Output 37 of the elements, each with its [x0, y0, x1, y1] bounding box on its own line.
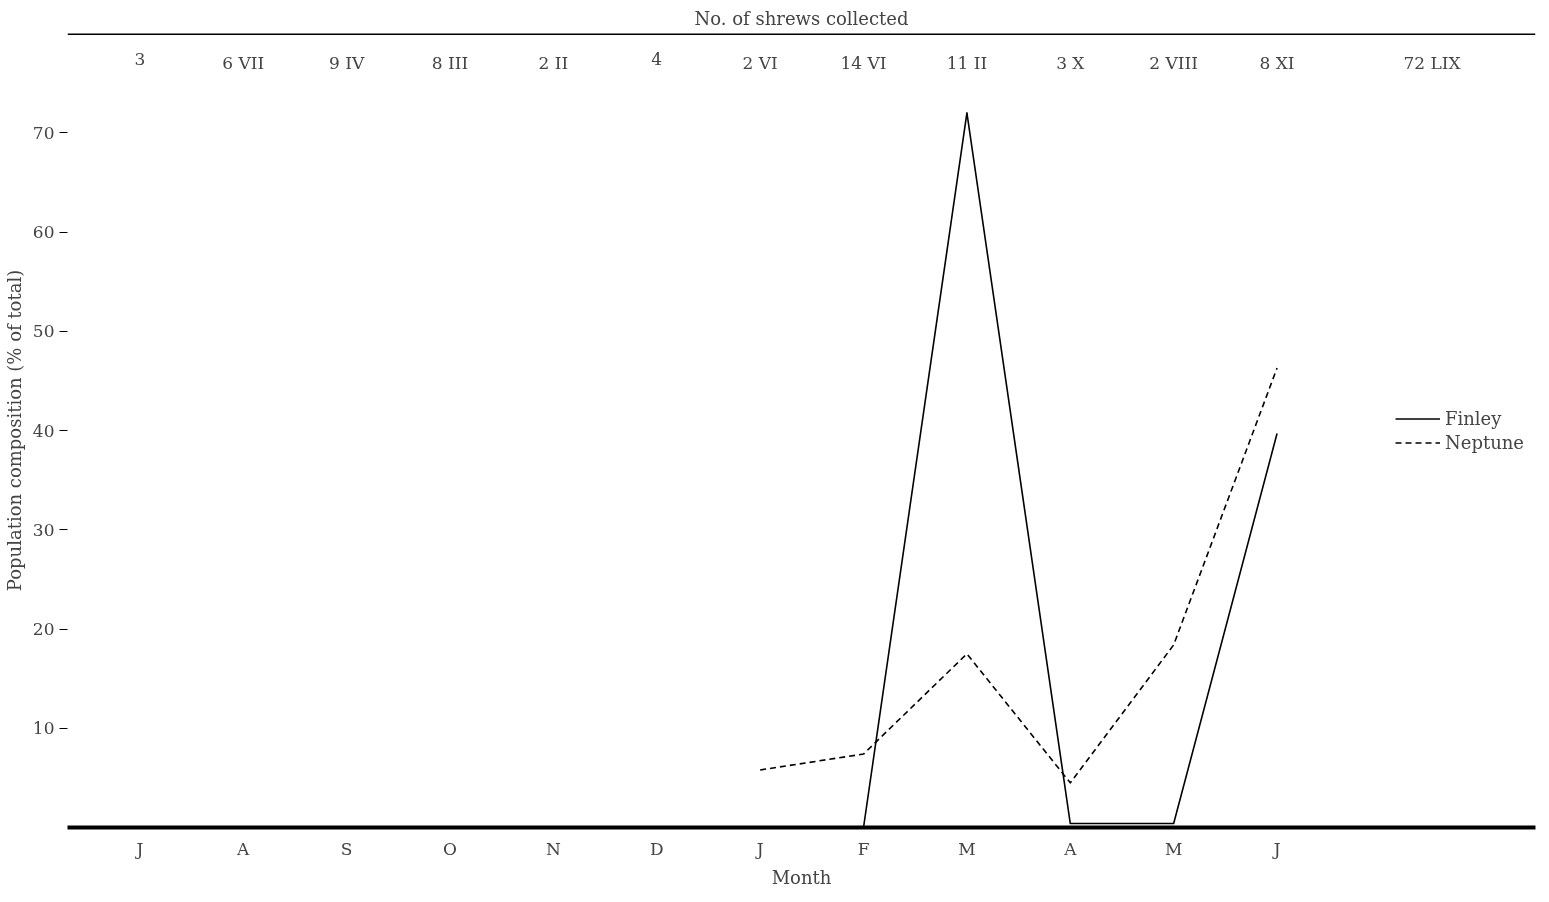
annotation: 14 VI: [840, 53, 887, 74]
x-tick-label: N: [545, 838, 561, 859]
x-tick-label: M: [1164, 838, 1183, 859]
x-tick-label: A: [1063, 838, 1078, 859]
x-tick-label: A: [236, 838, 251, 859]
text: 72 LIX: [1403, 53, 1462, 74]
x-tick-label: O: [443, 838, 457, 859]
y-axis-title: Population composition (% of total): [3, 269, 25, 592]
y-tick-label: 40: [32, 420, 55, 441]
annotation: 2 II: [538, 53, 569, 74]
x-tick-label: J: [134, 838, 144, 859]
x-tick-label: M: [958, 838, 976, 859]
annotation: 11 II: [946, 53, 988, 74]
annotation: 3 X: [1056, 53, 1086, 74]
legend-label: Finley: [1445, 407, 1503, 429]
x-tick-label: S: [340, 838, 353, 859]
x-tick-label: D: [649, 838, 664, 859]
x-tick-label: F: [857, 838, 870, 859]
x-tick-label: J: [1271, 838, 1281, 859]
annotation: 6 VII: [222, 53, 265, 74]
x-tick-label: J: [754, 838, 764, 859]
y-tick-label: 70: [32, 122, 55, 143]
annotation: 2 VIII: [1149, 53, 1198, 74]
chart-title: No. of shrews collected: [694, 7, 909, 29]
annotation: 8 XI: [1259, 53, 1295, 74]
annotation: 9 IV: [329, 53, 365, 74]
y-tick-label: 10: [32, 718, 55, 739]
annotation: 8 III: [431, 53, 469, 74]
y-tick-label: 30: [32, 519, 55, 540]
y-tick-label: 60: [32, 222, 55, 242]
y-tick-label: 50: [32, 321, 55, 342]
y-tick-label: 20: [32, 619, 55, 639]
annotation: 2 VI: [742, 53, 778, 74]
x-axis-title: Month: [771, 866, 832, 888]
legend-label: Neptune: [1445, 431, 1525, 453]
annotation: 3: [134, 49, 146, 70]
annotation: 4: [651, 49, 663, 70]
